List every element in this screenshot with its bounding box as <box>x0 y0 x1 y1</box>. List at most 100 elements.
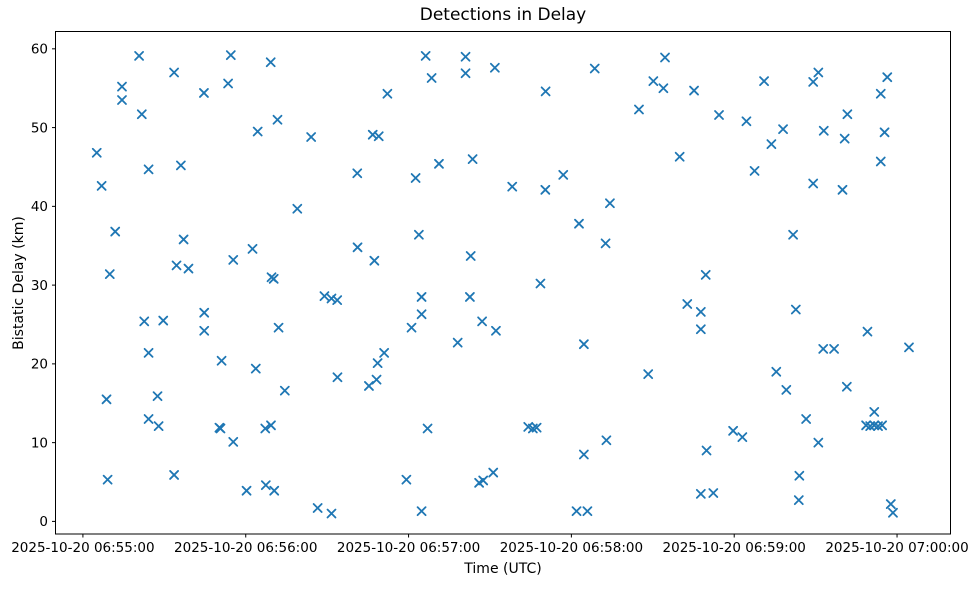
data-point-marker <box>643 369 654 380</box>
data-point-marker <box>382 88 393 99</box>
data-point-marker <box>689 85 699 96</box>
data-point-marker <box>600 238 611 249</box>
x-axis-label: Time (UTC) <box>464 561 542 577</box>
chart-title: Detections in Delay <box>419 5 587 25</box>
data-point-marker <box>332 295 343 305</box>
data-point-marker <box>416 292 427 302</box>
data-point-marker <box>102 474 113 485</box>
data-point-marker <box>582 506 593 517</box>
data-point-marker <box>247 243 258 254</box>
data-point-marker <box>778 124 788 135</box>
data-point-marker <box>406 322 417 333</box>
y-tick-label: 40 <box>31 199 48 215</box>
data-point-marker <box>250 363 261 374</box>
data-point-marker <box>790 304 801 315</box>
data-point-marker <box>416 506 427 517</box>
data-point-marker <box>426 73 437 83</box>
data-point-marker <box>153 421 164 431</box>
data-point-marker <box>266 420 276 431</box>
data-point-marker <box>808 178 819 189</box>
data-point-marker <box>371 374 382 385</box>
data-point-marker <box>605 198 615 209</box>
data-point-marker <box>228 436 239 447</box>
data-point-marker <box>741 116 752 127</box>
data-point-marker <box>422 423 433 434</box>
axes-spines <box>55 31 951 535</box>
data-point-marker <box>634 104 644 115</box>
data-point-marker <box>862 326 873 337</box>
data-point-marker <box>319 291 330 302</box>
y-tick-label: 50 <box>31 120 48 136</box>
data-point-marker <box>794 470 805 481</box>
data-point-marker <box>759 76 769 87</box>
data-point-marker <box>101 394 112 405</box>
data-point-marker <box>410 173 421 183</box>
data-point-marker <box>91 147 102 158</box>
data-point-marker <box>268 273 279 284</box>
data-point-marker <box>660 52 670 63</box>
data-point-marker <box>169 67 179 78</box>
data-point-marker <box>489 62 500 73</box>
data-point-marker <box>589 63 600 74</box>
data-point-marker <box>781 384 792 395</box>
data-point-marker <box>695 488 706 499</box>
data-point-marker <box>888 507 898 518</box>
data-point-marker <box>117 95 127 105</box>
data-point-marker <box>467 154 478 164</box>
data-point-marker <box>558 169 569 180</box>
data-point-marker <box>601 435 612 446</box>
data-point-marker <box>199 88 209 98</box>
data-point-marker <box>225 50 236 61</box>
data-point-marker <box>818 344 829 354</box>
data-point-marker <box>766 139 777 150</box>
data-point-marker <box>818 125 829 136</box>
data-point-marker <box>216 355 227 366</box>
data-point-marker <box>460 51 471 62</box>
data-point-marker <box>143 347 154 358</box>
data-point-marker <box>841 381 852 392</box>
data-point-marker <box>531 422 542 433</box>
x-tick-label: 2025-10-20 06:58:00 <box>500 540 643 556</box>
scatter-points <box>91 50 914 519</box>
data-point-marker <box>535 278 546 289</box>
data-point-marker <box>801 414 812 424</box>
data-point-marker <box>491 325 501 336</box>
data-point-marker <box>260 480 271 491</box>
data-point-marker <box>416 309 427 320</box>
x-tick-label: 2025-10-20 06:56:00 <box>174 540 317 556</box>
data-point-marker <box>885 499 896 509</box>
data-point-marker <box>420 51 431 61</box>
data-point-marker <box>158 315 169 326</box>
data-point-marker <box>269 485 280 496</box>
data-point-marker <box>136 109 147 120</box>
x-tick-label: 2025-10-20 06:59:00 <box>663 540 806 556</box>
data-point-marker <box>708 488 719 498</box>
data-point-marker <box>452 337 463 348</box>
data-point-marker <box>695 306 706 317</box>
data-point-marker <box>96 180 107 191</box>
data-point-marker <box>273 322 284 333</box>
data-point-marker <box>241 485 252 496</box>
data-point-marker <box>658 83 669 94</box>
data-point-marker <box>682 299 693 309</box>
data-point-marker <box>152 391 163 402</box>
data-point-marker <box>839 133 850 144</box>
data-point-marker <box>829 344 839 354</box>
data-point-marker <box>332 372 343 383</box>
data-point-marker <box>574 218 584 229</box>
data-point-marker <box>875 156 886 167</box>
data-point-marker <box>701 445 712 456</box>
y-tick-label: 10 <box>31 435 48 451</box>
data-point-marker <box>352 242 363 253</box>
data-point-marker <box>110 226 121 237</box>
x-tick-label: 2025-10-20 06:57:00 <box>337 540 480 556</box>
data-point-marker <box>578 339 589 350</box>
data-point-marker <box>788 229 799 240</box>
data-point-marker <box>312 503 323 513</box>
data-point-marker <box>813 437 824 448</box>
data-point-marker <box>252 126 263 137</box>
data-point-marker <box>875 88 886 99</box>
data-point-marker <box>401 474 412 485</box>
